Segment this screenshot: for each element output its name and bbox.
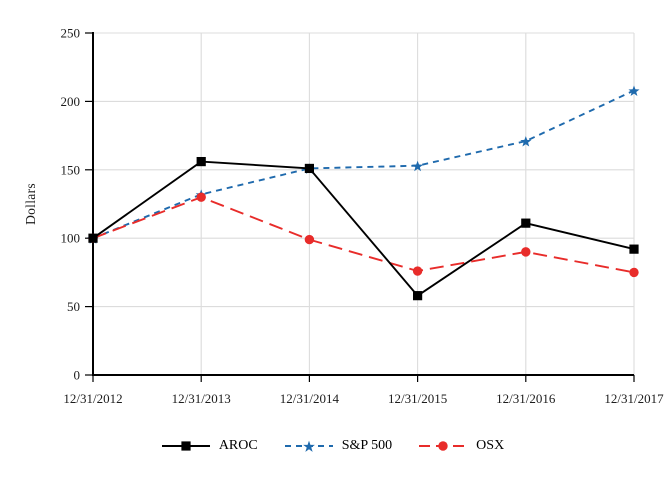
x-tick-label: 12/31/2014 [280, 391, 340, 406]
marker-square [196, 156, 206, 167]
y-tick-label: 100 [61, 231, 81, 246]
series-line [92, 89, 635, 240]
marker-circle [521, 247, 531, 257]
marker-circle [629, 267, 639, 278]
series-line [92, 196, 635, 274]
marker-square [521, 218, 531, 228]
legend-item-sp500: S&P 500 [284, 438, 393, 454]
x-tick-label: 12/31/2012 [63, 391, 122, 406]
marker-circle [304, 234, 315, 245]
marker-circle [412, 266, 423, 276]
y-axis-title: Dollars [23, 183, 38, 225]
legend-item-osx: OSX [419, 438, 504, 454]
series-osx [88, 192, 639, 278]
legend-line-sample-osx [419, 441, 468, 451]
marker-star [520, 136, 532, 147]
legend-line-sample-aroc [161, 441, 210, 451]
y-tick-label: 0 [74, 368, 81, 383]
axes: 0 50 100 150 200 250 12/31/2012 12/31/2013 12/31… [61, 26, 665, 407]
y-tick-label: 200 [61, 94, 81, 109]
marker-square [88, 233, 98, 243]
legend: AROC S&P 500 OSX [0, 431, 666, 461]
marker-circle [438, 441, 448, 451]
legend-item-aroc: AROC [161, 438, 258, 454]
x-tick-label: 12/31/2016 [496, 391, 556, 406]
performance-line-chart: 0 50 100 150 200 250 12/31/2012 12/31/2013 12/31… [23, 26, 665, 407]
gridlines [93, 32, 635, 375]
marker-star [628, 85, 640, 96]
marker-circle [196, 192, 206, 202]
marker-square [304, 163, 314, 174]
y-tick-label: 50 [67, 299, 80, 314]
y-tick-label: 250 [61, 26, 81, 41]
marker-square [413, 291, 423, 301]
legend-label-aroc: AROC [218, 438, 258, 453]
legend-line-sample-sp500 [284, 440, 333, 452]
x-tick-label: 12/31/2013 [172, 391, 231, 406]
marker-star [412, 160, 424, 172]
y-tick-label: 150 [61, 162, 81, 177]
series-s-p-500 [87, 85, 640, 244]
marker-star [302, 440, 315, 452]
series-aroc [88, 156, 639, 301]
marker-square [181, 441, 191, 451]
x-tick-label: 12/31/2015 [388, 391, 447, 406]
marker-square [629, 244, 639, 254]
x-tick-label: 12/31/2017 [604, 391, 664, 406]
data-series [87, 85, 640, 301]
series-line [92, 160, 635, 297]
legend-label-osx: OSX [476, 438, 505, 453]
legend-label-sp500: S&P 500 [341, 438, 393, 453]
